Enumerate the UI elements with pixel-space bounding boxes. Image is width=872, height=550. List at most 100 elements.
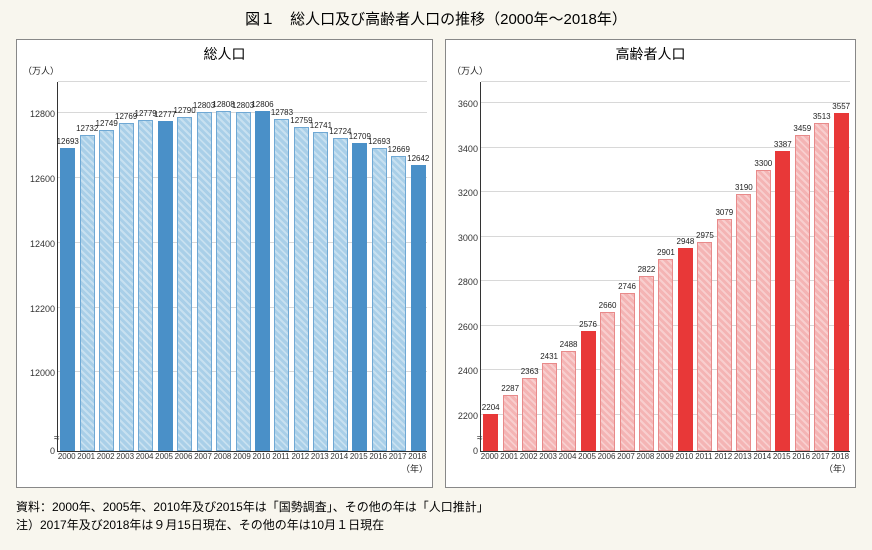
left-y-unit: （万人） — [23, 64, 59, 77]
elderly-pop-ytick: 2600 — [458, 322, 478, 332]
left-chart-title: 総人口 — [17, 44, 432, 64]
elderly-pop-bar-label: 3513 — [813, 112, 831, 121]
total-pop-xtick: 2015 — [349, 452, 368, 461]
elderly-pop-bar-label: 2488 — [560, 340, 578, 349]
elderly-pop-xtick: 2009 — [655, 452, 674, 461]
elderly-pop-bar — [834, 113, 849, 451]
elderly-pop-bar — [658, 259, 673, 451]
total-pop-bar — [216, 111, 231, 451]
elderly-pop-xtick: 2005 — [577, 452, 596, 461]
elderly-pop-bar — [814, 123, 829, 451]
total-pop-x-axis: 2000200120022003200420052006200720082009… — [57, 452, 427, 461]
elderly-pop-xtick: 2000 — [480, 452, 499, 461]
elderly-pop-bar — [483, 414, 498, 451]
total-pop-bar — [197, 112, 212, 451]
total-pop-xtick: 2014 — [330, 452, 349, 461]
elderly-pop-bar-label: 2204 — [482, 403, 500, 412]
total-pop-ytick: 12800 — [30, 109, 55, 119]
total-pop-xtick: 2013 — [310, 452, 329, 461]
elderly-pop-bar — [795, 135, 810, 451]
charts-row: 総人口 （万人） （年） 01200012200124001260012800≈… — [16, 39, 856, 488]
elderly-pop-bar-label: 2975 — [696, 231, 714, 240]
elderly-pop-bar — [678, 248, 693, 451]
total-pop-bar — [411, 165, 426, 452]
total-pop-bar — [80, 135, 95, 451]
total-pop-xtick: 2006 — [174, 452, 193, 461]
total-pop-bar — [274, 119, 289, 451]
footnote-date: 注）2017年及び2018年は９月15日現在、その他の年は10月１日現在 — [16, 516, 856, 534]
elderly-pop-xtick: 2016 — [791, 452, 810, 461]
total-population-panel: 総人口 （万人） （年） 01200012200124001260012800≈… — [16, 39, 433, 488]
total-pop-bar-label: 12642 — [407, 154, 429, 163]
elderly-pop-bar-label: 3459 — [793, 124, 811, 133]
elderly-pop-xtick: 2004 — [558, 452, 577, 461]
elderly-pop-bar-label: 2431 — [540, 352, 558, 361]
elderly-pop-bar — [600, 312, 615, 451]
total-pop-xtick: 2005 — [154, 452, 173, 461]
elderly-pop-xtick: 2003 — [538, 452, 557, 461]
total-pop-ytick: 12600 — [30, 174, 55, 184]
elderly-pop-xtick: 2015 — [772, 452, 791, 461]
elderly-pop-xtick: 2007 — [616, 452, 635, 461]
total-pop-xtick: 2007 — [193, 452, 212, 461]
total-pop-xtick: 2012 — [291, 452, 310, 461]
total-pop-xtick: 2000 — [57, 452, 76, 461]
elderly-pop-bar — [522, 378, 537, 451]
elderly-pop-ytick: 2200 — [458, 411, 478, 421]
total-pop-bar — [119, 123, 134, 451]
total-pop-bar — [177, 117, 192, 451]
total-pop-bar — [99, 130, 114, 451]
elderly-pop-bar — [542, 363, 557, 451]
right-chart-title: 高齢者人口 — [446, 44, 855, 64]
elderly-pop-xtick: 2011 — [694, 452, 713, 461]
elderly-pop-bar — [581, 331, 596, 451]
total-pop-bar — [333, 138, 348, 451]
elderly-pop-bar — [775, 151, 790, 451]
total-pop-xtick: 2011 — [271, 452, 290, 461]
elderly-pop-bar — [620, 293, 635, 451]
elderly-pop-bar-label: 2746 — [618, 282, 636, 291]
right-x-unit: （年） — [824, 462, 851, 475]
total-pop-xtick: 2017 — [388, 452, 407, 461]
elderly-pop-bar-label: 2948 — [677, 237, 695, 246]
total-pop-xtick: 2010 — [252, 452, 271, 461]
elderly-pop-xtick: 2013 — [733, 452, 752, 461]
total-pop-ytick: 12200 — [30, 304, 55, 314]
elderly-pop-xtick: 2017 — [811, 452, 830, 461]
elderly-pop-xtick: 2001 — [499, 452, 518, 461]
total-pop-bar — [352, 143, 367, 451]
footnote-source: 資料：2000年、2005年、2010年及び2015年は「国勢調査」、その他の年… — [16, 498, 856, 516]
total-pop-ytick: 12400 — [30, 239, 55, 249]
elderly-pop-bar — [639, 276, 654, 451]
elderly-pop-x-axis: 2000200120022003200420052006200720082009… — [480, 452, 850, 461]
total-pop-xtick: 2003 — [115, 452, 134, 461]
elderly-pop-xtick: 2006 — [597, 452, 616, 461]
total-pop-xtick: 2016 — [369, 452, 388, 461]
right-y-unit: （万人） — [452, 64, 488, 77]
total-pop-bar-label: 12693 — [57, 137, 79, 146]
elderly-pop-ytick: 3000 — [458, 233, 478, 243]
total-pop-xtick: 2004 — [135, 452, 154, 461]
total-pop-bar — [138, 120, 153, 451]
elderly-pop-y-axis: 022002400260028003000320034003600 — [450, 82, 480, 452]
total-pop-y-axis: 01200012200124001260012800 — [21, 82, 57, 452]
elderly-pop-xtick: 2012 — [714, 452, 733, 461]
total-pop-ytick: 0 — [50, 446, 55, 456]
elderly-pop-bar-label: 3300 — [754, 159, 772, 168]
total-pop-bar — [236, 112, 251, 451]
elderly-pop-ytick: 2800 — [458, 277, 478, 287]
elderly-pop-xtick: 2008 — [636, 452, 655, 461]
elderly-pop-ytick: 3600 — [458, 99, 478, 109]
elderly-pop-xtick: 2018 — [830, 452, 849, 461]
elderly-pop-bar — [503, 395, 518, 451]
elderly-pop-bar — [736, 194, 751, 451]
elderly-pop-bar-label: 2363 — [521, 367, 539, 376]
total-pop-bar — [391, 156, 406, 451]
total-pop-bar — [158, 121, 173, 451]
elderly-pop-ytick: 0 — [473, 446, 478, 456]
figure-title: 図１ 総人口及び高齢者人口の推移（2000年～2018年） — [16, 8, 856, 29]
elderly-pop-bar — [697, 242, 712, 451]
elderly-pop-bar-label: 2576 — [579, 320, 597, 329]
total-pop-bar-label: 12669 — [388, 145, 410, 154]
elderly-pop-bar — [756, 170, 771, 451]
